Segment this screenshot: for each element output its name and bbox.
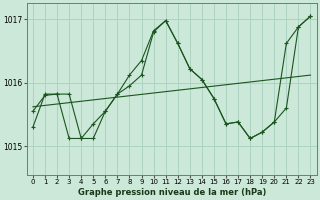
- X-axis label: Graphe pression niveau de la mer (hPa): Graphe pression niveau de la mer (hPa): [77, 188, 266, 197]
